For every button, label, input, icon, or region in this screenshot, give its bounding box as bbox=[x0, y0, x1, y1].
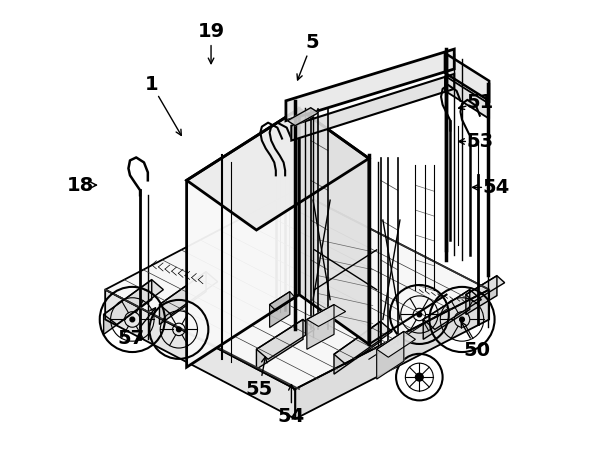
Polygon shape bbox=[105, 190, 489, 389]
Text: 55: 55 bbox=[246, 380, 273, 399]
Polygon shape bbox=[307, 304, 346, 327]
Polygon shape bbox=[269, 292, 290, 328]
Text: 5: 5 bbox=[305, 33, 319, 52]
Polygon shape bbox=[256, 319, 314, 359]
Polygon shape bbox=[104, 280, 163, 324]
Text: 54: 54 bbox=[482, 178, 509, 197]
Polygon shape bbox=[105, 290, 295, 419]
Polygon shape bbox=[288, 108, 318, 126]
Polygon shape bbox=[295, 290, 489, 419]
Circle shape bbox=[176, 327, 181, 332]
Text: 18: 18 bbox=[66, 176, 94, 195]
Polygon shape bbox=[377, 331, 404, 379]
Polygon shape bbox=[159, 272, 218, 315]
Polygon shape bbox=[423, 290, 470, 340]
Polygon shape bbox=[159, 272, 206, 324]
Polygon shape bbox=[423, 290, 481, 329]
Text: 1: 1 bbox=[144, 74, 158, 93]
Circle shape bbox=[416, 373, 423, 381]
Polygon shape bbox=[291, 74, 454, 140]
Circle shape bbox=[417, 312, 422, 317]
Polygon shape bbox=[104, 280, 152, 334]
Text: 19: 19 bbox=[198, 22, 224, 41]
Polygon shape bbox=[334, 322, 381, 374]
Polygon shape bbox=[307, 304, 334, 349]
Polygon shape bbox=[445, 76, 489, 119]
Text: 53: 53 bbox=[466, 132, 493, 151]
Polygon shape bbox=[334, 322, 392, 364]
Polygon shape bbox=[377, 331, 416, 357]
Polygon shape bbox=[445, 53, 489, 101]
Polygon shape bbox=[466, 276, 504, 302]
Circle shape bbox=[459, 317, 464, 322]
Polygon shape bbox=[186, 109, 369, 230]
Polygon shape bbox=[269, 292, 295, 310]
Polygon shape bbox=[466, 276, 497, 315]
Text: 50: 50 bbox=[464, 341, 491, 360]
Text: 54: 54 bbox=[278, 407, 305, 426]
Polygon shape bbox=[186, 109, 299, 367]
Polygon shape bbox=[286, 49, 454, 121]
Circle shape bbox=[130, 317, 134, 322]
Polygon shape bbox=[256, 319, 303, 369]
Text: 57: 57 bbox=[117, 329, 144, 348]
Text: 51: 51 bbox=[466, 93, 493, 112]
Polygon shape bbox=[299, 109, 369, 344]
